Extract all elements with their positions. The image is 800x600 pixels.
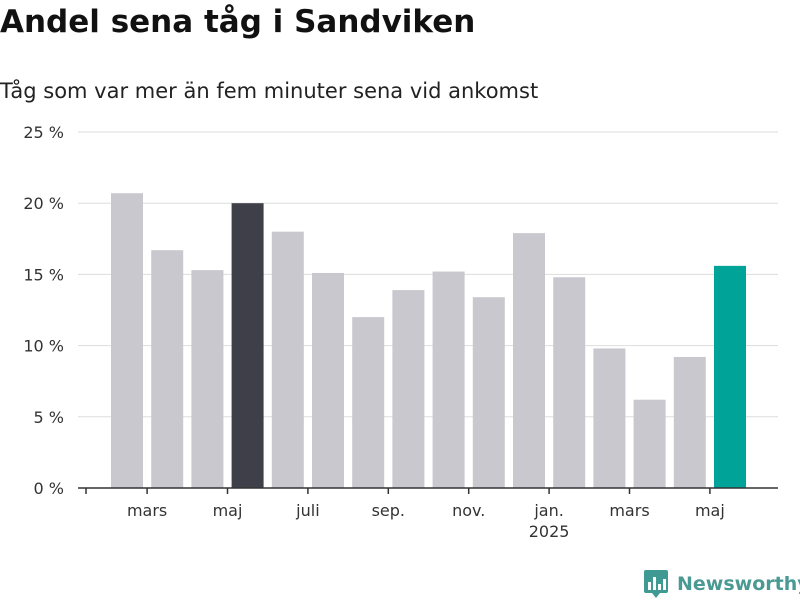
chart-subtitle: Tåg som var mer än fem minuter sena vid … (0, 79, 539, 103)
x-tick-label: juli (295, 501, 319, 520)
y-tick-label: 15 % (23, 265, 64, 284)
y-axis-tick-labels: 0 % 5 % 10 % 15 % 20 % 25 % (23, 123, 64, 498)
bar-chart: 0 % 5 % 10 % 15 % 20 % 25 % mars maj juli sep. no… (23, 123, 778, 541)
bar-2 (151, 250, 184, 488)
x-tick-label: nov. (452, 501, 485, 520)
y-tick-label: 20 % (23, 194, 64, 213)
brand-name: Newsworthy (677, 573, 800, 595)
bar-13 (593, 348, 626, 488)
x-tick-label: sep. (372, 501, 405, 520)
bar-9 (432, 271, 465, 488)
newsworthy-logo-icon (644, 570, 668, 598)
bar-7 (352, 317, 385, 488)
bar-10 (472, 297, 505, 488)
y-tick-label: 25 % (23, 123, 64, 142)
x-axis (78, 487, 778, 494)
x-tick-label: maj (213, 501, 243, 520)
bar-12 (553, 277, 586, 488)
x-tick-label: jan. (533, 501, 563, 520)
x-tick-label: maj (695, 501, 725, 520)
chart-title: Andel sena tåg i Sandviken (0, 4, 476, 40)
bar-5 (271, 231, 304, 488)
y-tick-label: 10 % (23, 337, 64, 356)
bar-1 (111, 193, 143, 488)
y-tick-label: 5 % (34, 408, 64, 427)
bars (111, 193, 746, 488)
bar-15 (673, 356, 706, 488)
bar-16 (714, 265, 746, 488)
x-tick-year-label: 2025 (529, 522, 570, 541)
bar-3 (191, 270, 224, 488)
brand-logo: Newsworthy (643, 568, 800, 600)
bar-4 (231, 203, 264, 488)
x-tick-label: mars (127, 501, 167, 520)
bar-6 (312, 272, 344, 488)
bar-11 (513, 233, 545, 488)
y-tick-label: 0 % (34, 479, 64, 498)
x-axis-tick-labels: mars maj juli sep. nov. jan. 2025 mars maj (127, 501, 725, 541)
bar-14 (633, 399, 666, 488)
x-tick-label: mars (609, 501, 649, 520)
bar-8 (392, 290, 425, 488)
